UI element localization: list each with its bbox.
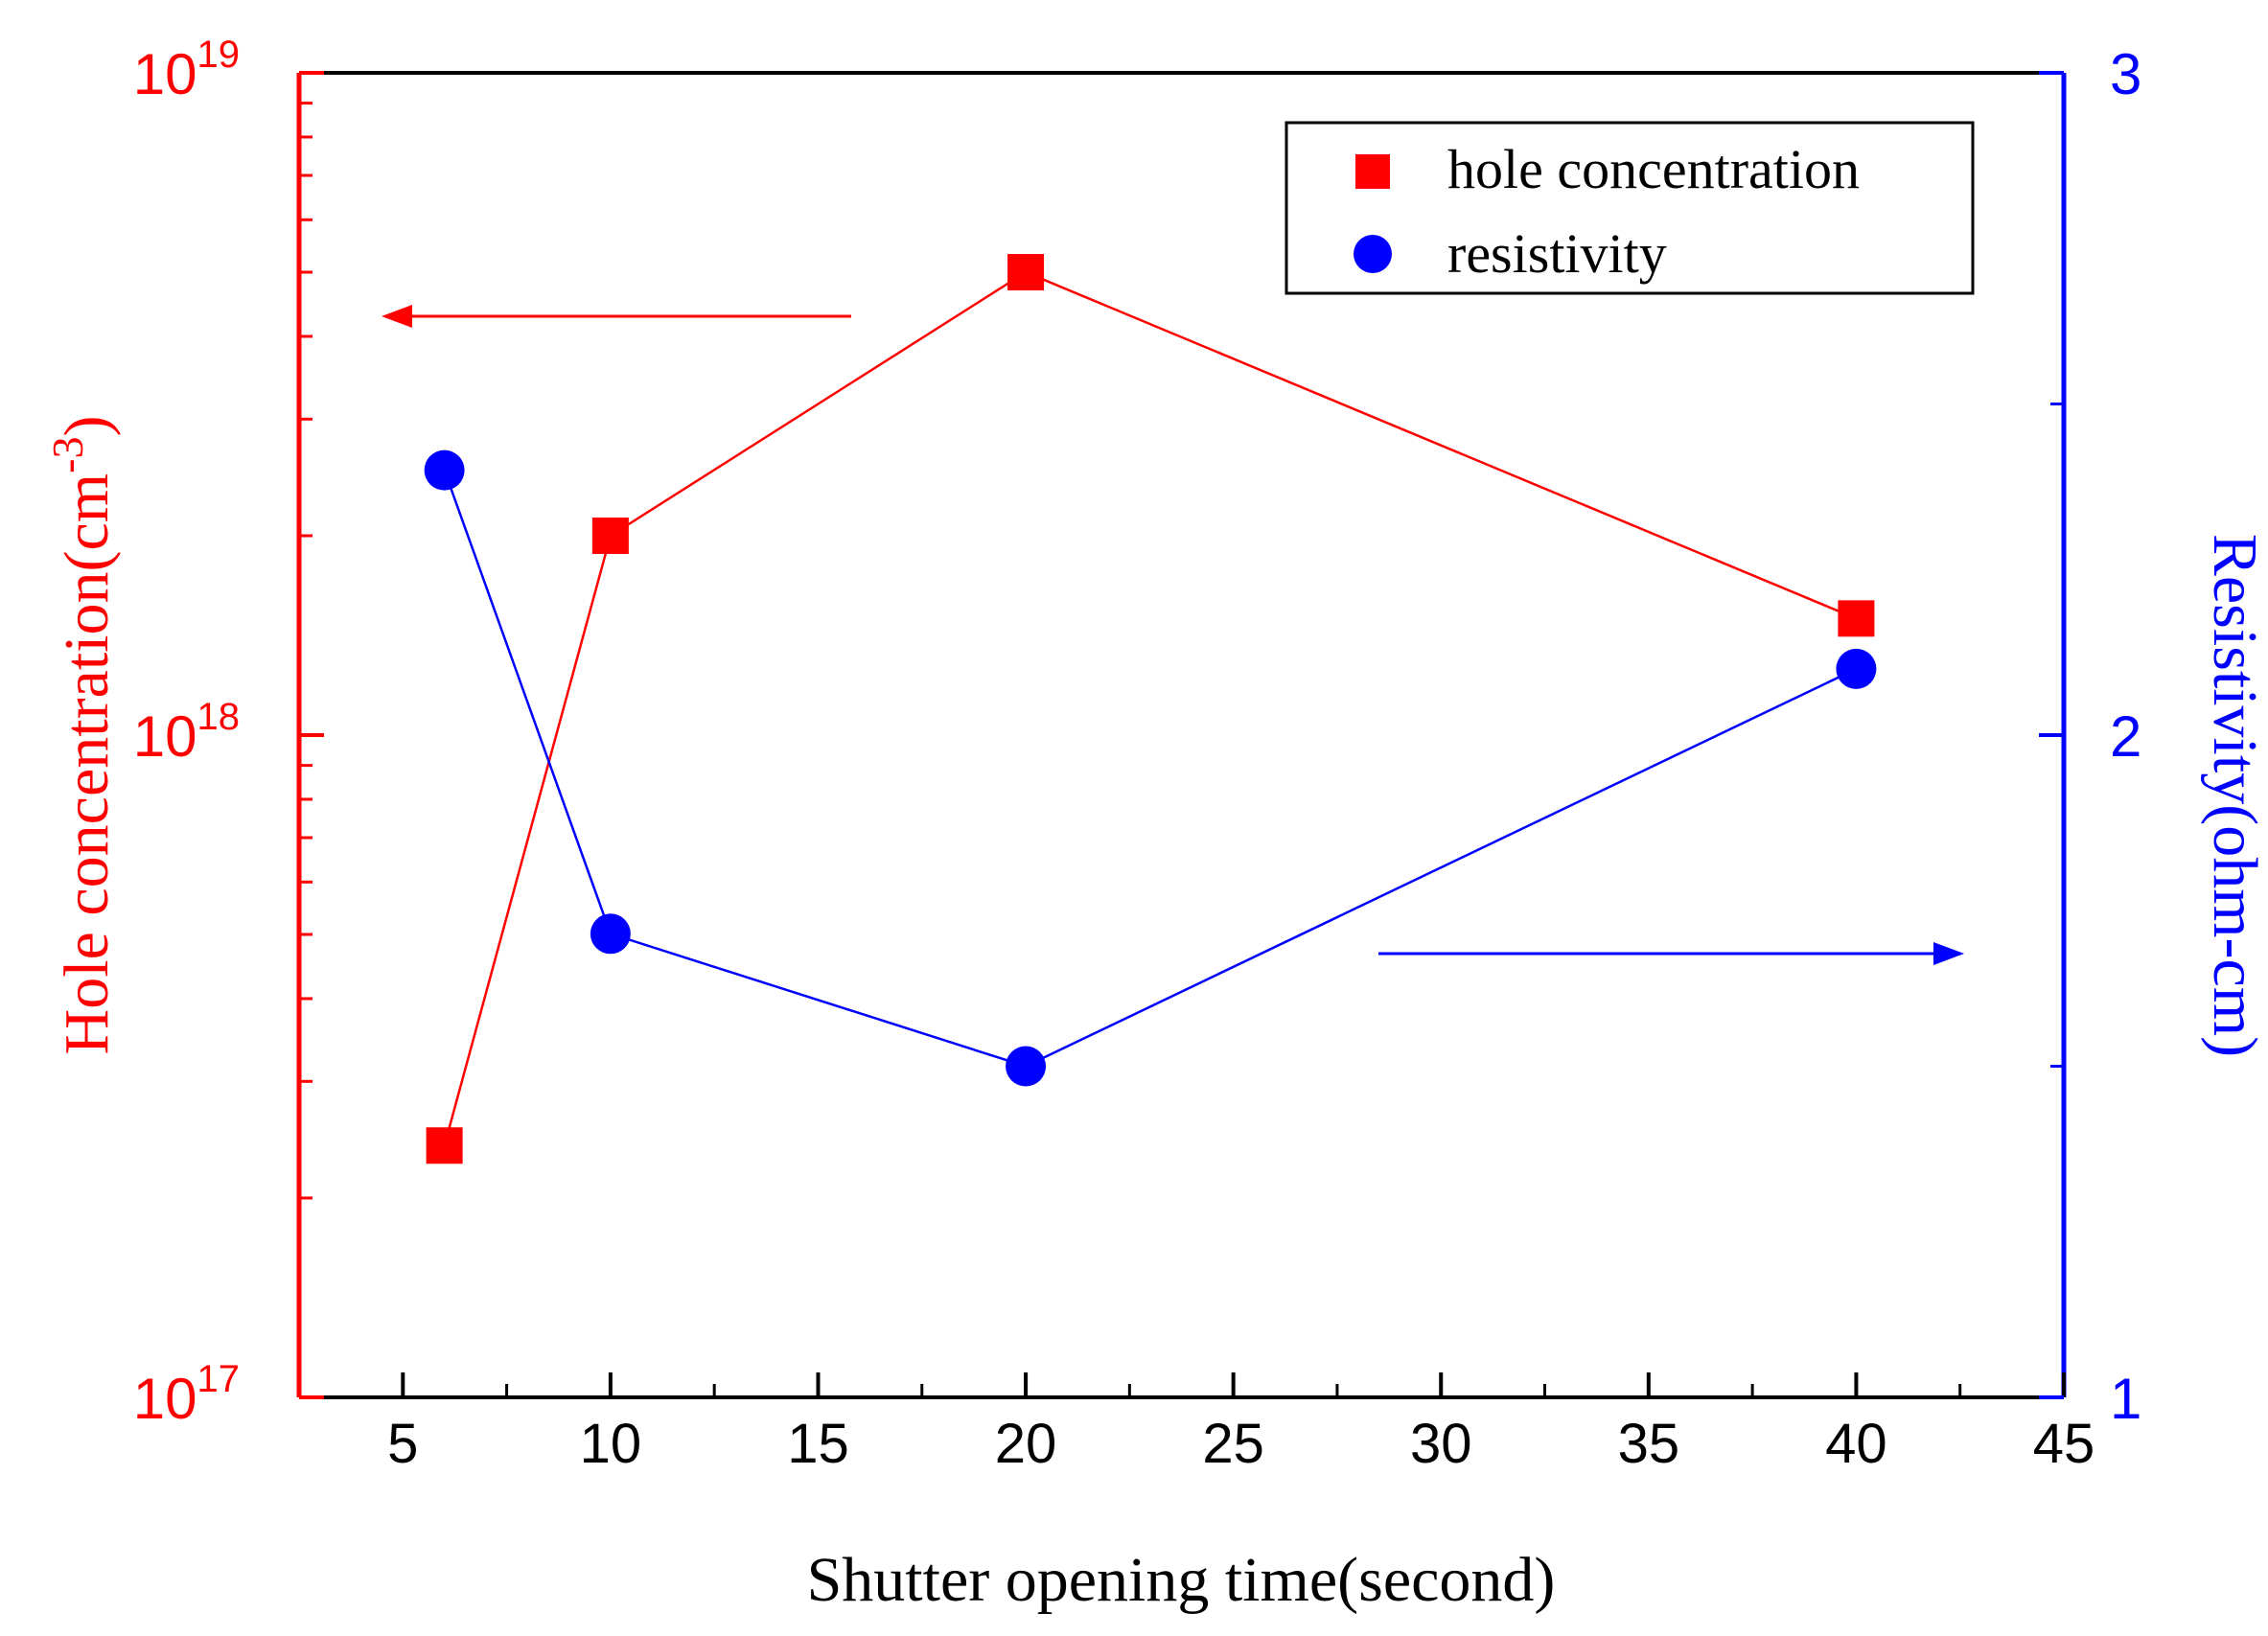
left-tick-exponent: 18	[197, 696, 241, 738]
left-axis-arrow	[382, 305, 851, 328]
left-axis-title-exponent: -3	[43, 437, 92, 473]
left-tick-base: 10	[133, 1367, 197, 1431]
left-tick-exponent: 17	[197, 1358, 241, 1400]
left-axis-title-close: )	[52, 416, 122, 437]
left-tick-label: 1019	[133, 34, 240, 106]
resistivity-point	[424, 449, 465, 491]
legend-label-hole-concentration: hole concentration	[1447, 138, 1860, 200]
right-tick-label: 1	[2110, 1367, 2141, 1431]
x-tick-label: 45	[2033, 1413, 2095, 1475]
left-tick-base: 10	[133, 42, 197, 106]
x-tick-label: 5	[387, 1413, 418, 1475]
left-axis-title: Hole concentration(cm-3)	[43, 416, 122, 1055]
x-tick-label: 10	[580, 1413, 642, 1475]
resistivity-point	[1836, 648, 1877, 689]
right-axis-ticks: 1 2 3	[2039, 42, 2141, 1431]
x-tick-label: 20	[995, 1413, 1057, 1475]
legend-square-marker	[1355, 154, 1390, 189]
left-axis-title-text: Hole concentration(cm	[52, 473, 122, 1055]
left-tick-label: 1018	[133, 696, 240, 769]
x-tick-label: 30	[1410, 1413, 1472, 1475]
resistivity-line	[443, 470, 1857, 1068]
x-tick-label: 40	[1825, 1413, 1887, 1475]
x-axis-title: Shutter opening time(second)	[807, 1545, 1556, 1615]
series-layer	[424, 254, 1877, 1164]
right-axis-arrow	[1378, 942, 1964, 965]
left-tick-base: 10	[133, 704, 197, 769]
right-tick-label: 2	[2110, 704, 2141, 769]
left-tick-label: 1017	[133, 1358, 240, 1431]
right-tick-label: 3	[2110, 42, 2141, 106]
hole-concentration-point	[426, 1127, 463, 1164]
hole-concentration-point	[591, 517, 629, 554]
hole-concentration-point	[1838, 600, 1875, 637]
x-tick-label: 15	[787, 1413, 849, 1475]
x-axis-ticks: 5 10 15 20 25 30 35 40 45	[387, 1372, 2094, 1475]
right-axis-title: Resistivity(ohm-cm)	[2200, 534, 2268, 1057]
legend-box	[1284, 121, 1975, 295]
x-tick-label: 35	[1618, 1413, 1680, 1475]
left-tick-exponent: 19	[197, 34, 241, 76]
resistivity-point	[590, 913, 631, 955]
legend-circle-marker	[1354, 235, 1392, 273]
x-tick-label: 25	[1202, 1413, 1264, 1475]
resistivity-point	[1006, 1046, 1047, 1087]
hole-concentration-point	[1007, 254, 1045, 291]
hole-concentration-line	[443, 270, 1857, 1146]
legend-label-resistivity: resistivity	[1447, 222, 1667, 285]
legend: hole concentration resistivity	[1284, 121, 1975, 295]
